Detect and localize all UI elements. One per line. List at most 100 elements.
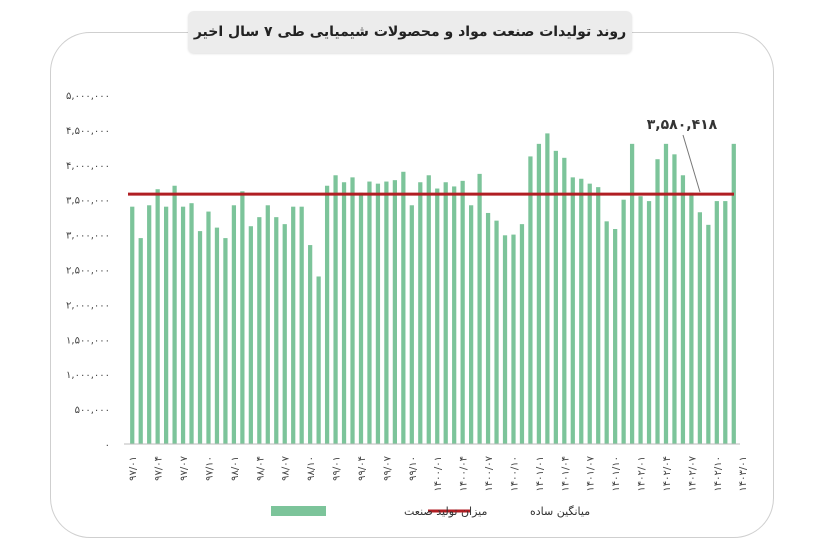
bar <box>392 180 397 444</box>
x-tick-label: ۹۸/۰۴ <box>255 456 266 481</box>
bar <box>536 143 542 445</box>
bar <box>519 224 525 444</box>
mean-line-group: ۳,۵۸۰,۴۱۸ <box>128 117 734 196</box>
bar <box>401 171 406 444</box>
x-tick-label: ۹۹/۱۰ <box>408 456 419 481</box>
bar <box>494 220 499 444</box>
bar <box>562 157 567 444</box>
bar <box>613 229 618 444</box>
y-tick-label: ۵,۰۰۰,۰۰۰ <box>66 91 110 102</box>
bar <box>138 238 143 444</box>
bar <box>706 224 711 444</box>
y-tick-label: ۴,۵۰۰,۰۰۰ <box>66 126 110 137</box>
chart-title-box: روند تولیدات صنعت مواد و محصولات شیمیایی… <box>188 11 632 53</box>
bar <box>655 159 660 444</box>
chart-title: روند تولیدات صنعت مواد و محصولات شیمیایی… <box>193 24 627 40</box>
y-tick-label: ۳,۰۰۰,۰۰۰ <box>66 231 110 242</box>
bar <box>189 203 194 444</box>
bar <box>435 188 440 444</box>
bar <box>460 180 465 444</box>
y-tick-label: ۲,۰۰۰,۰۰۰ <box>66 300 110 311</box>
bar <box>367 181 372 445</box>
x-tick-label: ۱۴۰۲/۰۷ <box>687 455 698 491</box>
bar <box>553 150 558 444</box>
bar <box>469 205 474 444</box>
x-tick-label: ۱۴۰۱/۰۴ <box>560 456 571 492</box>
bar <box>291 206 296 444</box>
x-tick-label: ۱۴۰۳/۰۱ <box>738 456 749 492</box>
bar <box>672 154 677 444</box>
x-tick-label: ۹۷/۰۴ <box>154 456 165 481</box>
bar <box>409 205 414 444</box>
bar <box>646 201 652 444</box>
legend-mean-label: میانگین ساده <box>530 505 590 518</box>
x-tick-label: ۹۹/۰۴ <box>357 456 368 481</box>
x-tick-label: ۱۴۰۲/۰۴ <box>662 456 673 492</box>
y-tick-label: ۱,۰۰۰,۰۰۰ <box>66 370 110 381</box>
x-tick-label: ۱۴۰۲/۱۰ <box>713 456 724 492</box>
bar <box>257 217 262 444</box>
bar <box>248 226 253 444</box>
x-axis-ticks: ۹۷/۰۱ ۹۷/۰۴ ۹۷/۰۷ ۹۷/۱۰ ۹۸/۰۱ ۹۸/۰۴ ۹۸/۰۷ ۹۸/۱۰… <box>128 455 749 491</box>
bar <box>418 182 423 444</box>
bar <box>528 156 533 445</box>
x-tick-label: ۱۴۰۰/۱۰ <box>509 456 520 492</box>
bar <box>341 182 347 444</box>
bar <box>308 245 313 444</box>
mean-annotation-leader <box>682 134 701 193</box>
bar <box>384 181 389 445</box>
bars-group <box>130 133 736 445</box>
bar <box>545 133 550 444</box>
bar <box>426 175 431 444</box>
bar <box>485 212 491 444</box>
bar <box>697 212 702 444</box>
bar <box>477 173 482 444</box>
bar <box>502 235 508 444</box>
bar <box>299 206 304 444</box>
bar <box>180 206 186 444</box>
bar <box>663 143 669 445</box>
bar <box>629 143 635 445</box>
bar <box>324 185 330 445</box>
bar <box>604 221 609 444</box>
x-tick-label: ۹۸/۰۷ <box>281 455 292 480</box>
bar <box>638 196 643 444</box>
y-tick-label: ۲,۵۰۰,۰۰۰ <box>66 266 110 277</box>
bar <box>680 175 686 444</box>
bar <box>197 231 203 444</box>
bar <box>511 234 516 444</box>
bar <box>265 205 270 444</box>
x-tick-label: ۹۷/۰۱ <box>128 456 139 481</box>
bar <box>358 192 364 444</box>
y-tick-label: ۰ <box>105 440 110 451</box>
legend-bar-label: میزان تولید صنعت <box>404 505 487 518</box>
x-tick-label: ۱۴۰۲/۰۱ <box>637 456 648 492</box>
bar <box>231 205 237 444</box>
bar <box>316 276 321 444</box>
x-tick-label: ۹۷/۱۰ <box>204 456 215 481</box>
y-tick-label: ۳,۵۰۰,۰۰۰ <box>66 196 110 207</box>
mean-annotation-label: ۳,۵۸۰,۴۱۸ <box>647 117 718 133</box>
y-axis-ticks: ۵,۰۰۰,۰۰۰ ۴,۵۰۰,۰۰۰ ۴,۰۰۰,۰۰۰ ۳,۵۰۰,۰۰۰ ۳,۰۰… <box>66 91 110 451</box>
x-tick-label: ۱۴۰۱/۰۱ <box>535 456 546 492</box>
bar <box>689 192 694 444</box>
legend: میانگین ساده میزان تولید صنعت <box>271 505 590 518</box>
x-tick-label: ۱۴۰۱/۰۷ <box>586 455 597 491</box>
bar <box>375 183 381 444</box>
bar <box>214 227 220 444</box>
bar <box>596 187 601 444</box>
y-tick-label: ۱,۵۰۰,۰۰۰ <box>66 335 110 346</box>
bar <box>621 199 626 444</box>
x-tick-label: ۱۴۰۰/۰۷ <box>484 455 495 491</box>
x-tick-label: ۹۹/۰۱ <box>332 456 343 481</box>
bar <box>723 201 728 444</box>
y-tick-label: ۵۰۰,۰۰۰ <box>75 405 110 416</box>
bar <box>452 186 457 444</box>
bar <box>155 189 160 444</box>
bar <box>731 143 736 445</box>
x-tick-label: ۱۴۰۰/۰۱ <box>433 456 444 492</box>
bar <box>164 206 169 444</box>
x-tick-label: ۹۷/۰۷ <box>179 455 190 480</box>
bar <box>223 238 228 444</box>
